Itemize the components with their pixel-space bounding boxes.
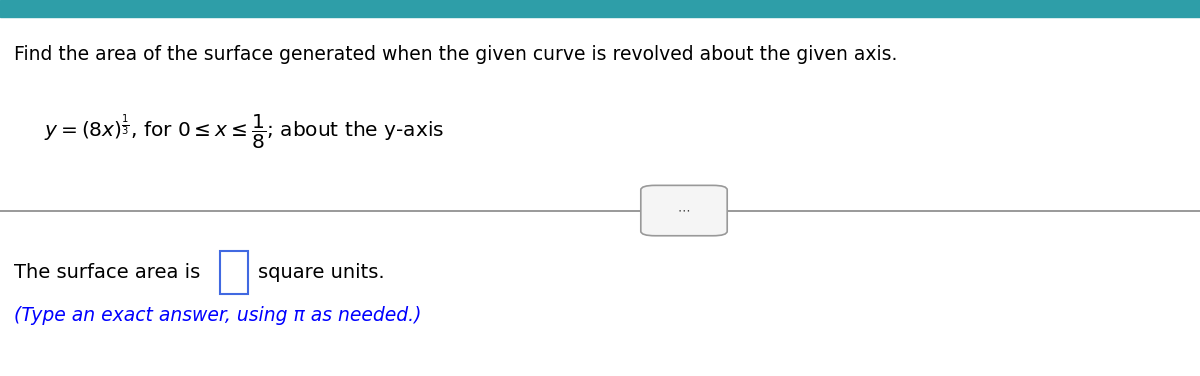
FancyBboxPatch shape <box>641 185 727 236</box>
Text: The surface area is: The surface area is <box>14 263 200 282</box>
Text: $y = (8x)^{\frac{1}{3}}$, for $0 \leq x \leq \dfrac{1}{8}$; about the y-axis: $y = (8x)^{\frac{1}{3}}$, for $0 \leq x … <box>44 113 444 151</box>
Text: Find the area of the surface generated when the given curve is revolved about th: Find the area of the surface generated w… <box>14 45 898 64</box>
Text: (Type an exact answer, using π as needed.): (Type an exact answer, using π as needed… <box>14 306 422 325</box>
Bar <box>0 0 1200 17</box>
Text: square units.: square units. <box>258 263 385 282</box>
FancyBboxPatch shape <box>220 251 248 294</box>
Text: ⋯: ⋯ <box>678 204 690 217</box>
